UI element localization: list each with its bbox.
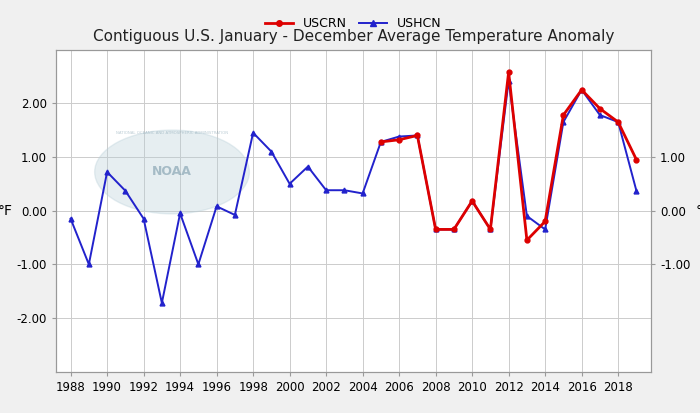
USCRN bbox=[431, 227, 440, 232]
USHCN bbox=[541, 227, 550, 232]
Y-axis label: °C: °C bbox=[696, 204, 700, 218]
USHCN bbox=[121, 188, 130, 193]
USHCN bbox=[66, 216, 75, 221]
USHCN bbox=[523, 214, 531, 218]
USCRN bbox=[559, 113, 568, 118]
Circle shape bbox=[94, 130, 249, 214]
USCRN bbox=[449, 227, 458, 232]
USCRN bbox=[523, 238, 531, 243]
USHCN bbox=[267, 149, 276, 154]
USHCN bbox=[596, 113, 604, 118]
Title: Contiguous U.S. January - December Average Temperature Anomaly: Contiguous U.S. January - December Avera… bbox=[93, 29, 614, 44]
USCRN bbox=[486, 227, 495, 232]
USHCN bbox=[304, 164, 312, 169]
USHCN bbox=[413, 133, 421, 138]
Y-axis label: °F: °F bbox=[0, 204, 13, 218]
USCRN bbox=[413, 133, 421, 138]
USHCN bbox=[286, 181, 294, 186]
Text: NATIONAL OCEANIC AND ATMOSPHERIC ADMINISTRATION: NATIONAL OCEANIC AND ATMOSPHERIC ADMINIS… bbox=[116, 131, 228, 135]
USCRN bbox=[468, 199, 476, 204]
Legend: USCRN, USHCN: USCRN, USHCN bbox=[260, 12, 447, 36]
USHCN bbox=[358, 191, 367, 196]
USCRN bbox=[377, 140, 385, 145]
USHCN bbox=[322, 188, 330, 193]
USCRN bbox=[578, 88, 586, 93]
USHCN bbox=[340, 188, 349, 193]
USCRN bbox=[614, 120, 622, 125]
USCRN bbox=[596, 106, 604, 111]
USHCN bbox=[468, 199, 476, 204]
USHCN bbox=[486, 227, 495, 232]
USHCN bbox=[231, 212, 239, 217]
USHCN bbox=[614, 120, 622, 125]
USHCN bbox=[632, 188, 640, 193]
USHCN bbox=[449, 227, 458, 232]
Line: USCRN: USCRN bbox=[379, 70, 639, 242]
USHCN bbox=[578, 88, 586, 93]
USCRN bbox=[541, 219, 550, 224]
USHCN bbox=[431, 227, 440, 232]
USHCN bbox=[395, 134, 403, 139]
USHCN bbox=[139, 216, 148, 221]
USHCN bbox=[249, 131, 258, 135]
USHCN bbox=[377, 140, 385, 145]
USHCN bbox=[158, 301, 166, 306]
USHCN bbox=[212, 204, 220, 209]
Text: NOAA: NOAA bbox=[152, 166, 192, 178]
USCRN bbox=[505, 70, 513, 75]
USHCN bbox=[559, 120, 568, 125]
Line: USHCN: USHCN bbox=[68, 78, 639, 305]
USHCN bbox=[176, 211, 184, 216]
USHCN bbox=[103, 169, 111, 174]
USHCN bbox=[194, 262, 202, 267]
USHCN bbox=[85, 262, 93, 267]
USCRN bbox=[395, 137, 403, 142]
USHCN bbox=[505, 78, 513, 83]
USCRN bbox=[632, 157, 640, 162]
